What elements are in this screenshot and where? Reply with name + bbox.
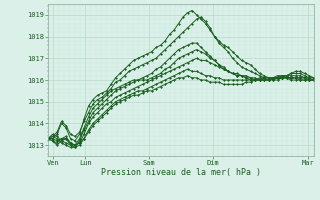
X-axis label: Pression niveau de la mer( hPa ): Pression niveau de la mer( hPa ) [101, 168, 261, 177]
